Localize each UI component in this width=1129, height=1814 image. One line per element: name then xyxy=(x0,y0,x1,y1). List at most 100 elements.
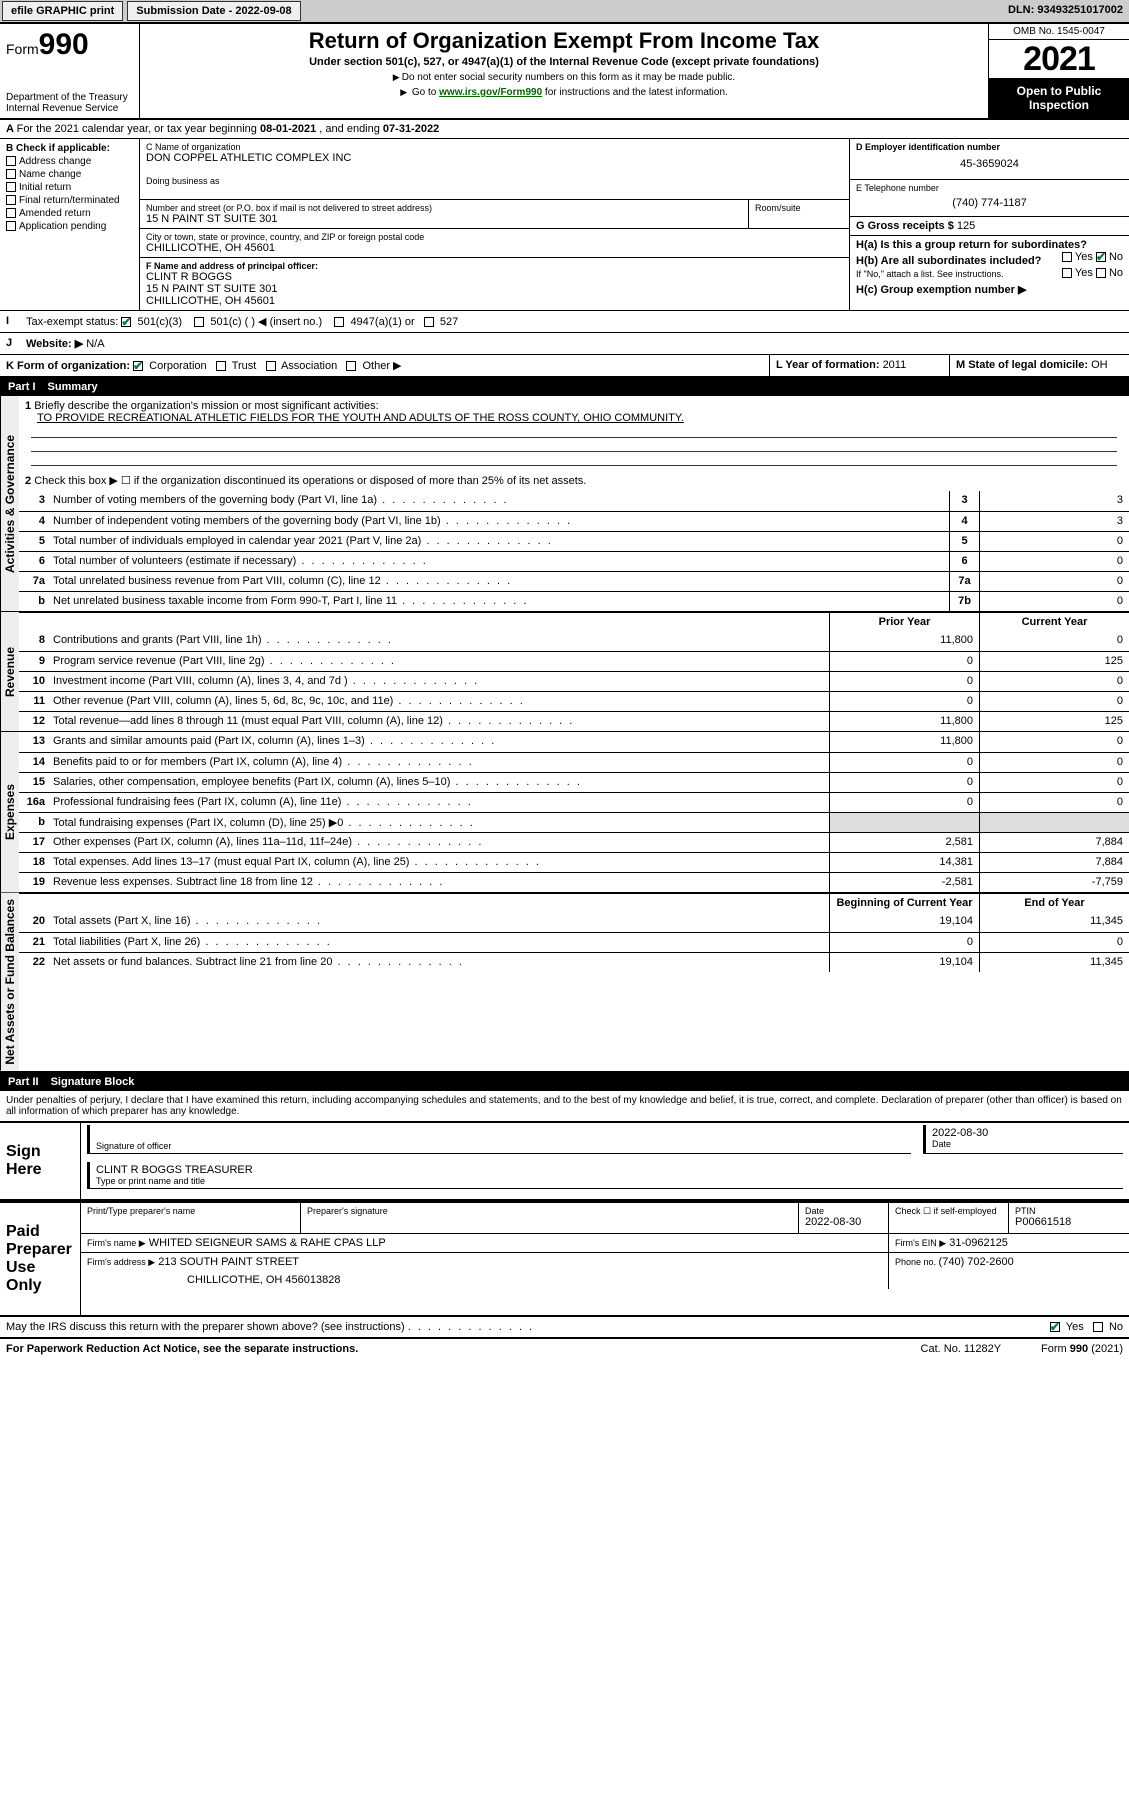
chk-initial[interactable]: Initial return xyxy=(6,182,133,193)
submission-date-button[interactable]: Submission Date - 2022-09-08 xyxy=(127,1,300,21)
rev-colhdr: Prior Year Current Year xyxy=(19,612,1129,631)
ein-value: 45-3659024 xyxy=(856,152,1123,176)
col-end: End of Year xyxy=(979,894,1129,912)
dln-label: DLN: xyxy=(1008,4,1037,16)
topbar: efile GRAPHIC print Submission Date - 20… xyxy=(0,0,1129,24)
chk-501c3[interactable] xyxy=(121,317,131,327)
rowa-begin: 08-01-2021 xyxy=(260,123,316,135)
chk-4947[interactable] xyxy=(334,317,344,327)
year-formation-label: L Year of formation: xyxy=(776,359,883,371)
line2-text: Check this box ▶ ☐ if the organization d… xyxy=(34,475,586,487)
firm-addr2: CHILLICOTHE, OH 456013828 xyxy=(187,1274,882,1286)
ha-yes[interactable]: Yes xyxy=(1075,251,1093,263)
city-value: CHILLICOTHE, OH 45601 xyxy=(146,242,843,254)
dln-value: 93493251017002 xyxy=(1037,4,1123,16)
vlabel-expenses: Expenses xyxy=(0,732,19,892)
firm-addr1: 213 SOUTH PAINT STREET xyxy=(158,1256,299,1268)
officer-addr2: CHILLICOTHE, OH 45601 xyxy=(146,295,843,307)
chk-assoc[interactable] xyxy=(266,361,276,371)
ha-no[interactable]: No xyxy=(1109,251,1123,263)
goto-note: Go to www.irs.gov/Form990 for instructio… xyxy=(148,87,980,98)
h-section: H(a) Is this a group return for subordin… xyxy=(850,236,1129,299)
col-current: Current Year xyxy=(979,613,1129,631)
paid-preparer-block: Paid Preparer Use Only Print/Type prepar… xyxy=(0,1201,1129,1317)
hb-no[interactable]: No xyxy=(1109,267,1123,279)
phone-value: (740) 774-1187 xyxy=(856,193,1123,213)
line-16a: 16aProfessional fundraising fees (Part I… xyxy=(19,792,1129,812)
ptin-label: PTIN xyxy=(1015,1206,1123,1216)
domicile-value: OH xyxy=(1091,359,1108,371)
form-org-label: K Form of organization: xyxy=(6,360,130,372)
firm-name-label: Firm's name ▶ xyxy=(87,1238,146,1248)
rowa-end: 07-31-2022 xyxy=(383,123,439,135)
org-name: DON COPPEL ATHLETIC COMPLEX INC xyxy=(146,152,843,164)
pp-sig-label: Preparer's signature xyxy=(307,1206,792,1216)
dba-label: Doing business as xyxy=(146,176,843,186)
addr-value: 15 N PAINT ST SUITE 301 xyxy=(146,213,742,225)
topbar-spacer xyxy=(303,0,1002,22)
discuss-text: May the IRS discuss this return with the… xyxy=(6,1321,405,1333)
opt-501c: 501(c) ( ) ◀ (insert no.) xyxy=(210,316,322,328)
header-right: OMB No. 1545-0047 2021 Open to Public In… xyxy=(989,24,1129,118)
chk-corp[interactable] xyxy=(133,361,143,371)
discuss-no-chk[interactable] xyxy=(1093,1322,1103,1332)
opt-other: Other ▶ xyxy=(362,360,401,372)
hb-yes[interactable]: Yes xyxy=(1075,267,1093,279)
col-d-right: D Employer identification number 45-3659… xyxy=(849,139,1129,310)
opt-501c3: 501(c)(3) xyxy=(137,316,182,328)
ha-label: H(a) Is this a group return for subordin… xyxy=(856,239,1087,251)
footer-mid: Cat. No. 11282Y xyxy=(881,1343,1042,1355)
pp-date-label: Date xyxy=(805,1206,882,1216)
sec-netassets: Net Assets or Fund Balances Beginning of… xyxy=(0,893,1129,1073)
form-number: Form990 xyxy=(6,28,133,62)
chk-501c[interactable] xyxy=(194,317,204,327)
part2-num: Part II xyxy=(8,1076,39,1088)
irs-label: Internal Revenue Service xyxy=(6,103,133,114)
sec-activities: Activities & Governance 1 Briefly descri… xyxy=(0,396,1129,612)
chk-527[interactable] xyxy=(424,317,434,327)
part1-header: Part I Summary xyxy=(0,378,1129,396)
chk-address[interactable]: Address change xyxy=(6,156,133,167)
chk-final[interactable]: Final return/terminated xyxy=(6,195,133,206)
officer-printed-label: Type or print name and title xyxy=(96,1176,1117,1186)
chk-other[interactable] xyxy=(346,361,356,371)
part2-header: Part II Signature Block xyxy=(0,1073,1129,1091)
chk-pending[interactable]: Application pending xyxy=(6,221,133,232)
opt-corp: Corporation xyxy=(149,360,206,372)
chk-name[interactable]: Name change xyxy=(6,169,133,180)
subdate-value: 2022-09-08 xyxy=(235,5,291,17)
efile-button[interactable]: efile GRAPHIC print xyxy=(2,1,123,21)
col-b-checks: B Check if applicable: Address change Na… xyxy=(0,139,140,310)
org-name-cell: C Name of organization DON COPPEL ATHLET… xyxy=(140,139,849,200)
goto-post: for instructions and the latest informat… xyxy=(542,87,728,98)
line-21: 21Total liabilities (Part X, line 26)00 xyxy=(19,932,1129,952)
discuss-yes-chk[interactable] xyxy=(1050,1322,1060,1332)
open-inspection: Open to Public Inspection xyxy=(989,78,1129,118)
line-7a: 7aTotal unrelated business revenue from … xyxy=(19,571,1129,591)
phone-cell: E Telephone number (740) 774-1187 xyxy=(850,180,1129,217)
hb-label: H(b) Are all subordinates included? xyxy=(856,255,1041,267)
discuss-yes: Yes xyxy=(1066,1321,1084,1333)
pp-name-label: Print/Type preparer's name xyxy=(87,1206,294,1216)
irs-link[interactable]: www.irs.gov/Form990 xyxy=(439,87,542,98)
sign-here-label: Sign Here xyxy=(0,1123,80,1199)
org-name-label: C Name of organization xyxy=(146,142,843,152)
ha-row: H(a) Is this a group return for subordin… xyxy=(856,239,1123,251)
line-9: 9Program service revenue (Part VIII, lin… xyxy=(19,651,1129,671)
form-num: 990 xyxy=(39,28,89,61)
footer: For Paperwork Reduction Act Notice, see … xyxy=(0,1339,1129,1359)
sec-revenue: Revenue Prior Year Current Year 8Contrib… xyxy=(0,612,1129,732)
dln: DLN: 93493251017002 xyxy=(1002,0,1129,22)
ptin-value: P00661518 xyxy=(1015,1216,1123,1228)
city-row: City or town, state or province, country… xyxy=(140,229,849,258)
chk-amended[interactable]: Amended return xyxy=(6,208,133,219)
chk-trust[interactable] xyxy=(216,361,226,371)
firm-addr-label: Firm's address ▶ xyxy=(87,1257,155,1267)
open-line1: Open to Public xyxy=(993,84,1125,98)
dept-treasury: Department of the Treasury xyxy=(6,92,133,103)
firm-ein-label: Firm's EIN ▶ xyxy=(895,1238,946,1248)
return-title: Return of Organization Exempt From Incom… xyxy=(148,28,980,54)
line-22: 22Net assets or fund balances. Subtract … xyxy=(19,952,1129,972)
pp-selfemp[interactable]: Check ☐ if self-employed xyxy=(895,1206,1002,1217)
gross-value: 125 xyxy=(957,220,975,232)
